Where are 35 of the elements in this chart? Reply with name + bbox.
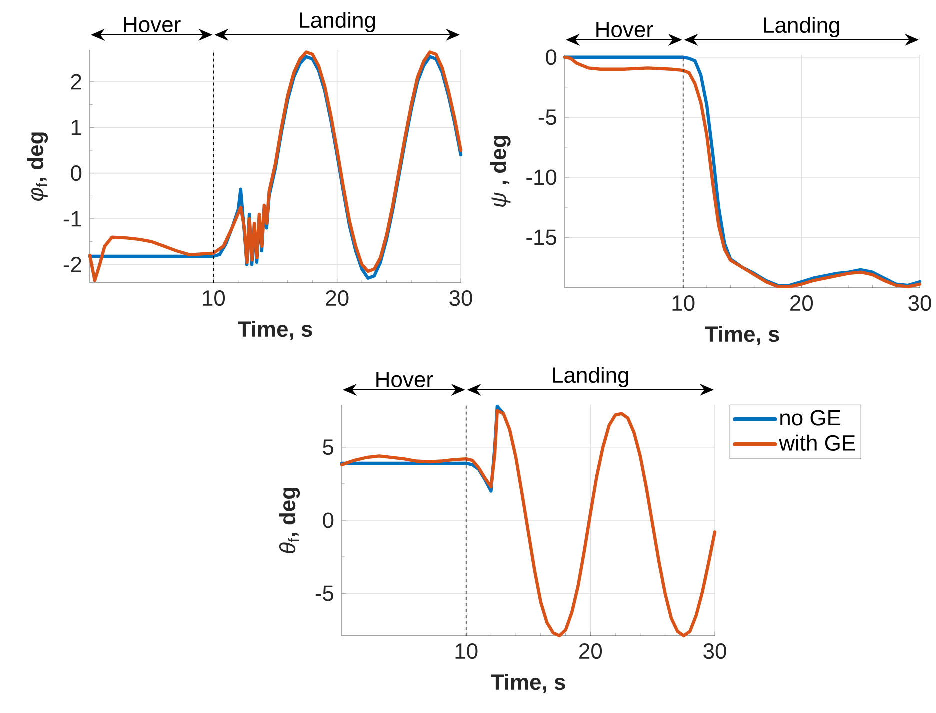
y-tick-label: 2: [71, 74, 82, 90]
text: Landing: [764, 16, 840, 38]
y-axis-title: ψ , deg: [490, 136, 511, 207]
y-tick-label: -5: [316, 586, 334, 602]
x-tick-label: 30: [450, 290, 472, 306]
text: Hover: [124, 17, 181, 32]
y-tick-label: -1: [64, 211, 82, 227]
x-tick-label: 30: [908, 296, 932, 312]
x-tick-label: 10: [203, 290, 226, 306]
y-tick-label: -15: [526, 230, 557, 246]
y-tick-label: -10: [526, 170, 557, 186]
y-tick-label: 5: [323, 440, 334, 456]
x-tick-label: 10: [456, 644, 478, 660]
text: Landing: [553, 366, 628, 388]
y-tick-label: 0: [323, 512, 334, 528]
y-axis-title: φ$_{f}$, deg: [27, 132, 48, 201]
y-tick-label: 0: [71, 166, 82, 182]
text: Landing: [300, 12, 376, 32]
y-tick-label: 1: [72, 120, 82, 136]
text: Hover: [596, 22, 654, 38]
x-tick-label: 30: [704, 644, 726, 660]
x-tick-label: 10: [672, 296, 695, 312]
y-tick-label: 0: [546, 50, 557, 66]
y-axis-title: θ$_{f}$, deg: [279, 488, 300, 554]
y-tick-label: -2: [64, 257, 82, 272]
legend-label: with GE: [779, 434, 856, 451]
x-tick-label: 20: [326, 290, 349, 306]
x-axis-title: Time, s: [705, 326, 780, 346]
legend-label: no GE: [780, 410, 841, 426]
x-axis-title: Time, s: [491, 674, 566, 694]
x-tick-label: 20: [790, 296, 814, 312]
y-tick-label: -5: [538, 110, 557, 126]
text: Hover: [376, 372, 434, 388]
x-tick-label: 20: [580, 644, 602, 660]
x-axis-title: Time, s: [238, 320, 312, 340]
